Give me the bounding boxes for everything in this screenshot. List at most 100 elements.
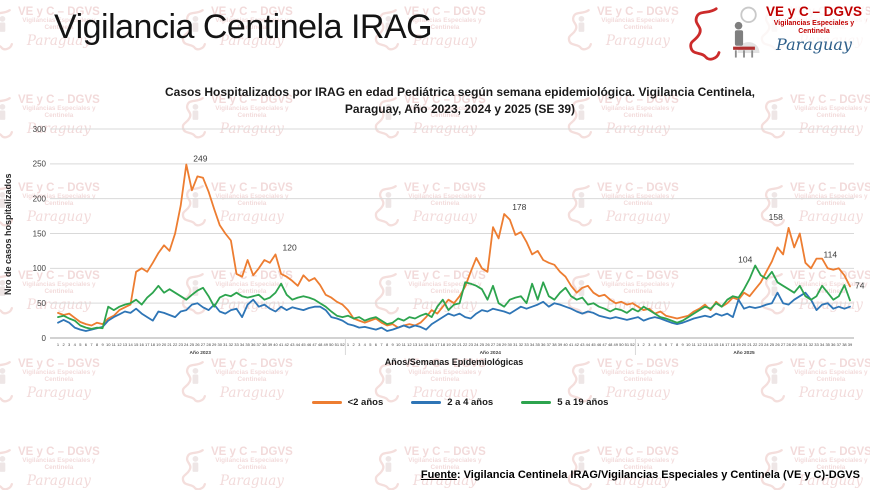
week-tick-label: 15	[134, 342, 139, 347]
watermark-text: Paraguay	[26, 33, 91, 50]
week-tick-label: 18	[731, 342, 736, 347]
watermark-text: Vigilancias Especiales y	[408, 457, 482, 465]
week-tick-label: 10	[686, 342, 691, 347]
watermark-text: Centinela	[430, 376, 460, 384]
watermark-text: Paraguay	[26, 473, 91, 490]
watermark-text: Vigilancias Especiales y	[22, 17, 96, 25]
week-tick-label: 19	[446, 342, 451, 347]
week-tick-label: 22	[753, 342, 758, 347]
week-tick-label: 39	[558, 342, 563, 347]
watermark-text: VE y C – DGVS	[597, 6, 679, 18]
watermark-text: VE y C – DGVS	[597, 446, 679, 458]
y-tick-label: 250	[33, 160, 47, 169]
week-tick-label: 36	[251, 342, 256, 347]
watermark-text: VE y C – DGVS	[404, 6, 486, 18]
week-tick-label: 18	[441, 342, 446, 347]
watermark-text: Paraguay	[605, 385, 670, 402]
watermark-text: Centinela	[816, 464, 846, 472]
week-tick-label: 45	[591, 342, 596, 347]
paraguay-map-icon	[0, 449, 13, 490]
watermark-text: Centinela	[430, 288, 460, 296]
paraguay-map-icon	[0, 9, 13, 51]
week-tick-label: 34	[240, 342, 245, 347]
watermark-text: Vigilancias Especiales y	[794, 105, 868, 113]
week-tick-label: 16	[429, 342, 434, 347]
series-line-5-a-19-años	[57, 264, 851, 330]
week-tick-label: 24	[474, 342, 479, 347]
watermark-text: VE y C – DGVS	[211, 182, 293, 194]
week-tick-label: 41	[279, 342, 284, 347]
watermark-text: Vigilancias Especiales y	[408, 193, 482, 201]
data-label: 104	[738, 255, 752, 265]
watermark-text: Vigilancias Especiales y	[794, 457, 868, 465]
source-text: : Vigilancia Centinela IRAG/Vigilancias …	[456, 469, 860, 481]
paraguay-map-icon	[567, 185, 592, 227]
watermark-text: VE y C – DGVS	[790, 358, 870, 370]
week-tick-label: 48	[608, 342, 613, 347]
paraguay-map-icon	[0, 361, 13, 403]
watermark-text: Centinela	[237, 200, 267, 208]
watermark-text: Vigilancias Especiales y	[215, 281, 289, 289]
week-tick-label: 8	[676, 342, 679, 347]
watermark-text: VE y C – DGVS	[597, 94, 679, 106]
week-tick-label: 12	[407, 342, 412, 347]
watermark-text: Centinela	[430, 24, 460, 32]
watermark-text: Vigilancias Especiales y	[601, 281, 675, 289]
watermark-text: Centinela	[623, 200, 653, 208]
paraguay-map-icon	[181, 97, 206, 139]
week-tick-label: 17	[145, 342, 150, 347]
week-tick-label: 20	[162, 342, 167, 347]
y-tick-label: 0	[42, 334, 47, 343]
week-tick-label: 1	[637, 342, 640, 347]
data-label: 249	[193, 154, 207, 164]
week-tick-label: 31	[223, 342, 228, 347]
week-tick-label: 40	[563, 342, 568, 347]
week-tick-label: 15	[424, 342, 429, 347]
week-tick-label: 19	[736, 342, 741, 347]
week-tick-label: 21	[167, 342, 172, 347]
paraguay-map-icon	[181, 449, 206, 490]
page-title: Vigilancia Centinela IRAG	[54, 8, 433, 46]
watermark-text: Vigilancias Especiales y	[601, 369, 675, 377]
watermark-text: VE y C – DGVS	[597, 358, 679, 370]
week-tick-label: 52	[340, 342, 345, 347]
week-tick-label: 5	[79, 342, 82, 347]
week-tick-label: 1	[347, 342, 350, 347]
week-tick-label: 47	[312, 342, 317, 347]
week-tick-label: 39	[268, 342, 273, 347]
watermark-text: VE y C – DGVS	[597, 270, 679, 282]
data-label: 114	[824, 250, 838, 260]
week-tick-label: 33	[234, 342, 239, 347]
watermark-text: VE y C – DGVS	[211, 6, 293, 18]
week-tick-label: 50	[329, 342, 334, 347]
watermark-text: Centinela	[816, 288, 846, 296]
week-tick-label: 39	[848, 342, 853, 347]
week-tick-label: 27	[201, 342, 206, 347]
watermark-text: Vigilancias Especiales y	[22, 369, 96, 377]
week-tick-label: 37	[547, 342, 552, 347]
week-tick-label: 23	[759, 342, 764, 347]
paraguay-map-icon	[374, 185, 399, 227]
paraguay-map-icon	[760, 97, 785, 139]
watermark-text: Vigilancias Especiales y	[22, 193, 96, 201]
week-tick-label: 35	[825, 342, 830, 347]
week-tick-label: 47	[602, 342, 607, 347]
week-tick-label: 32	[229, 342, 234, 347]
week-tick-label: 25	[770, 342, 775, 347]
paraguay-map-icon	[374, 97, 399, 139]
week-tick-label: 16	[139, 342, 144, 347]
watermark-text: Centinela	[44, 464, 74, 472]
week-tick-label: 41	[569, 342, 574, 347]
week-tick-label: 28	[786, 342, 791, 347]
paraguay-map-icon	[0, 185, 13, 227]
watermark-text: Paraguay	[412, 385, 477, 402]
watermark-text: Centinela	[237, 464, 267, 472]
y-tick-label: 100	[33, 264, 47, 273]
week-tick-label: 25	[190, 342, 195, 347]
